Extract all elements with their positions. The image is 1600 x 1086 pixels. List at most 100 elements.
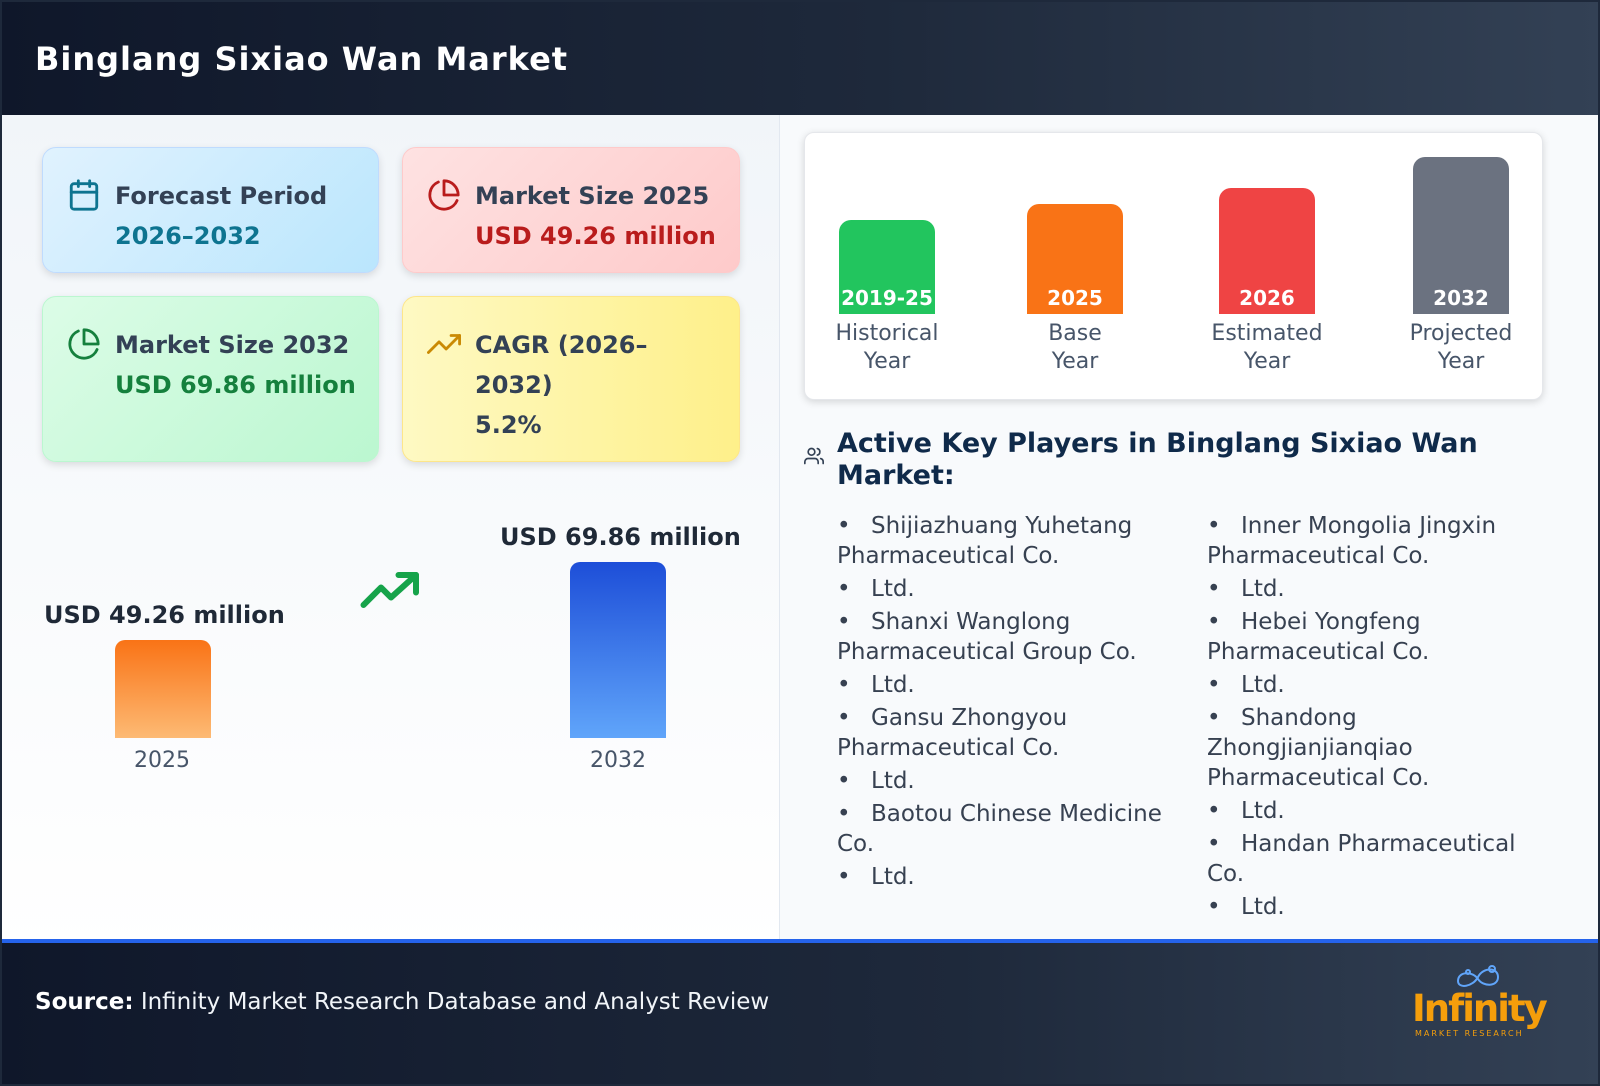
key-player-item: Ltd. (1207, 574, 1557, 604)
growth-2032-value-label: USD 69.86 million (500, 523, 741, 551)
timeline-tag: 2026 (1239, 286, 1295, 310)
pie-chart-icon (68, 328, 100, 360)
key-player-item: Shandong Zhongjianjianqiao Pharmaceutical … (1207, 703, 1557, 793)
key-player-item: Shijiazhuang Yuhetang Pharmaceutical Co. (837, 511, 1182, 571)
caption-line: Year (863, 349, 911, 374)
key-players-list-col2: Inner Mongolia Jingxin Pharmaceutical Co.… (1207, 511, 1557, 925)
key-player-line: Pharmaceutical Co. (1207, 639, 1430, 665)
cagr-label-line1: CAGR (2026– (475, 331, 648, 359)
market-size-2032-value: USD 69.86 million (115, 371, 356, 399)
key-player-line: Ltd. (871, 768, 915, 794)
key-player-item: Hebei Yongfeng Pharmaceutical Co. (1207, 607, 1557, 667)
key-player-line: Gansu Zhongyou (871, 705, 1068, 731)
market-size-2032-label: Market Size 2032 (115, 331, 350, 359)
timeline-card: 2019-25 Historical Year 2025 Base Year 202… (804, 132, 1543, 400)
page-title: Binglang Sixiao Wan Market (35, 39, 569, 78)
cagr-value: 5.2% (475, 411, 542, 439)
growth-year-2025: 2025 (134, 748, 190, 773)
key-player-item: Baotou Chinese Medicine Co. (837, 799, 1182, 859)
key-player-line: Ltd. (1241, 894, 1285, 920)
timeline-caption-projected: Projected Year (1391, 320, 1531, 376)
key-player-line: Ltd. (871, 672, 915, 698)
key-player-item: Ltd. (1207, 892, 1557, 922)
timeline-tag: 2032 (1433, 286, 1489, 310)
growth-year-2032: 2032 (590, 748, 646, 773)
timeline-tag: 2019-25 (841, 286, 933, 310)
left-panel: Forecast Period 2026–2032 Market Size 20… (2, 115, 780, 955)
key-player-line: Shijiazhuang Yuhetang (871, 513, 1133, 539)
source-label: Source: (35, 989, 134, 1015)
logo-mark-icon (1456, 965, 1500, 987)
key-players-title: Active Key Players in Binglang Sixiao Wa… (837, 428, 1557, 492)
market-size-2025-value: USD 49.26 million (475, 222, 716, 250)
source-line: Source: Infinity Market Research Databas… (35, 989, 769, 1015)
source-text: Infinity Market Research Database and An… (133, 989, 770, 1015)
key-player-item: Ltd. (1207, 796, 1557, 826)
logo-word: Infinity (1412, 987, 1548, 1030)
growth-bar-2025 (115, 640, 211, 738)
caption-line: Year (1437, 349, 1485, 374)
forecast-period-label: Forecast Period (115, 182, 328, 210)
header-bar: Binglang Sixiao Wan Market (2, 2, 1598, 115)
timeline-bar-projected: 2032 (1413, 157, 1509, 314)
key-player-line: Co. (837, 831, 875, 857)
market-size-2032-card: Market Size 2032 USD 69.86 million (42, 296, 379, 462)
timeline-caption-historical: Historical Year (817, 320, 957, 376)
key-player-line: Ltd. (1241, 576, 1285, 602)
key-player-line: Ltd. (871, 864, 915, 890)
caption-line: Historical (835, 321, 939, 346)
title-line: Market: (837, 460, 955, 491)
key-player-line: Pharmaceutical Group Co. (837, 639, 1137, 665)
timeline-bar-base: 2025 (1027, 204, 1123, 314)
timeline-tag: 2025 (1047, 286, 1103, 310)
key-player-line: Inner Mongolia Jingxin (1241, 513, 1497, 539)
growth-2025-value-label: USD 49.26 million (44, 601, 285, 629)
forecast-period-value: 2026–2032 (115, 222, 261, 250)
timeline-bar-estimated: 2026 (1219, 188, 1315, 314)
key-player-line: Shanxi Wanglong (871, 609, 1071, 635)
caption-line: Year (1243, 349, 1291, 374)
infinity-logo: Infinity MARKET RESEARCH (1412, 963, 1548, 1043)
title-line: Active Key Players in Binglang Sixiao Wa… (837, 428, 1478, 459)
timeline-caption-base: Base Year (1005, 320, 1145, 376)
key-player-item: Ltd. (837, 574, 1182, 604)
key-player-line: Ltd. (1241, 672, 1285, 698)
key-player-item: Handan Pharmaceutical Co. (1207, 829, 1557, 889)
market-size-2025-card: Market Size 2025 USD 49.26 million (402, 147, 740, 273)
key-player-line: Zhongjianjianqiao (1207, 735, 1413, 761)
growth-bar-2032 (570, 562, 666, 738)
key-players-list-col1: Shijiazhuang Yuhetang Pharmaceutical Co. L… (837, 511, 1182, 895)
growth-arrow-icon (360, 572, 419, 608)
key-player-line: Co. (1207, 861, 1245, 887)
pie-chart-icon (428, 179, 460, 211)
cagr-card: CAGR (2026– 2032) 5.2% (402, 296, 740, 462)
trending-up-icon (427, 334, 461, 354)
caption-line: Base (1048, 321, 1102, 346)
calendar-icon (69, 179, 99, 211)
key-player-line: Pharmaceutical Co. (837, 543, 1060, 569)
caption-line: Year (1051, 349, 1099, 374)
key-player-line: Hebei Yongfeng (1241, 609, 1421, 635)
timeline-caption-estimated: Estimated Year (1197, 320, 1337, 376)
key-player-line: Pharmaceutical Co. (1207, 765, 1430, 791)
key-player-line: Baotou Chinese Medicine (871, 801, 1162, 827)
key-player-line: Handan Pharmaceutical (1241, 831, 1516, 857)
right-panel: 2019-25 Historical Year 2025 Base Year 202… (780, 115, 1598, 955)
users-icon (804, 447, 824, 465)
key-player-item: Gansu Zhongyou Pharmaceutical Co. (837, 703, 1182, 763)
cagr-label-line2: 2032) (475, 371, 553, 399)
key-player-item: Shanxi Wanglong Pharmaceutical Group Co. (837, 607, 1182, 667)
market-size-2025-label: Market Size 2025 (475, 182, 710, 210)
forecast-period-card: Forecast Period 2026–2032 (42, 147, 379, 273)
caption-line: Projected (1409, 321, 1513, 346)
footer-bar: Source: Infinity Market Research Databas… (2, 939, 1598, 1084)
key-player-item: Inner Mongolia Jingxin Pharmaceutical Co. (1207, 511, 1557, 571)
key-player-line: Shandong (1241, 705, 1357, 731)
key-player-item: Ltd. (1207, 670, 1557, 700)
key-player-line: Pharmaceutical Co. (837, 735, 1060, 761)
key-player-line: Ltd. (1241, 798, 1285, 824)
key-player-item: Ltd. (837, 862, 1182, 892)
caption-line: Estimated (1211, 321, 1323, 346)
key-player-line: Pharmaceutical Co. (1207, 543, 1430, 569)
